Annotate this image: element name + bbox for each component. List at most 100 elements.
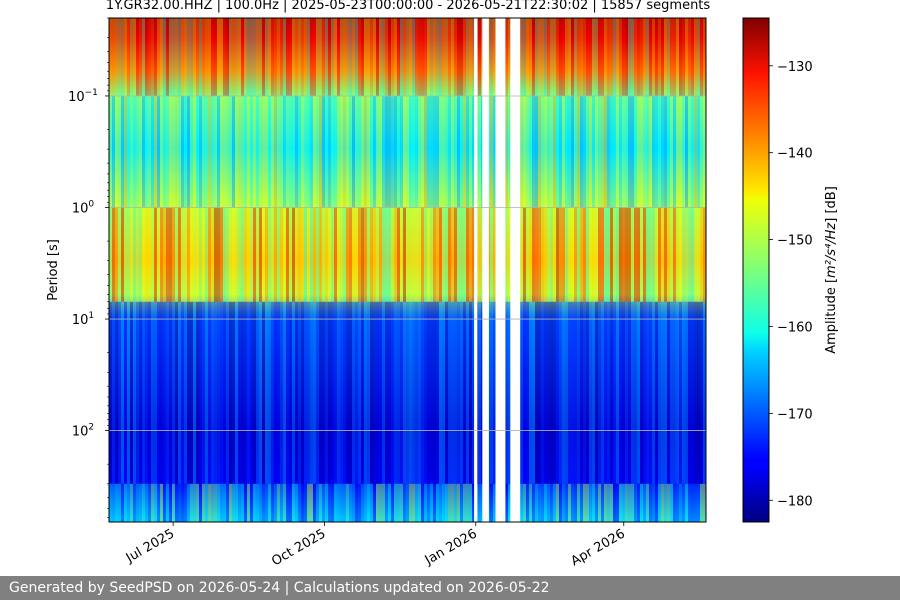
heat-stripe: [220, 483, 223, 522]
heat-stripe: [298, 483, 301, 522]
heat-stripe: [601, 207, 604, 302]
heat-stripe: [571, 18, 574, 96]
heat-stripe: [145, 207, 148, 302]
heat-stripe: [325, 483, 328, 522]
heat-stripe: [226, 207, 229, 302]
heat-stripe: [478, 18, 481, 96]
heat-stripe: [403, 207, 406, 302]
heat-stripe: [448, 301, 451, 484]
heat-stripe: [601, 301, 604, 484]
heat-stripe: [415, 96, 418, 208]
heat-stripe: [607, 18, 610, 96]
heat-stripe: [223, 207, 226, 302]
heat-stripe: [400, 18, 403, 96]
heat-stripe: [298, 207, 301, 302]
heat-stripe: [490, 483, 493, 522]
heat-stripe: [262, 207, 265, 302]
heat-stripe: [379, 18, 382, 96]
heat-stripe: [229, 301, 232, 484]
heat-stripe: [622, 483, 625, 522]
heat-stripe: [118, 301, 121, 484]
heat-stripe: [205, 301, 208, 484]
heat-stripe: [610, 301, 613, 484]
heat-stripe: [520, 96, 523, 208]
heat-stripe: [241, 207, 244, 302]
heat-stripe: [544, 96, 547, 208]
heat-stripe: [640, 207, 643, 302]
heatmap-field: [109, 18, 706, 522]
heat-stripe: [112, 18, 115, 96]
heat-stripe: [448, 483, 451, 522]
heat-stripe: [187, 483, 190, 522]
heat-stripe: [313, 301, 316, 484]
heat-stripe: [589, 18, 592, 96]
heat-stripe: [211, 301, 214, 484]
heat-stripe: [616, 18, 619, 96]
heat-stripe: [412, 96, 415, 208]
heat-stripe: [250, 301, 253, 484]
heat-stripe: [127, 301, 130, 484]
heat-stripe: [202, 207, 205, 302]
heat-stripe: [160, 483, 163, 522]
heat-stripe: [583, 96, 586, 208]
heat-stripe: [607, 207, 610, 302]
heat-stripe: [469, 18, 472, 96]
heat-stripe: [373, 18, 376, 96]
heat-stripe: [187, 207, 190, 302]
heat-stripe: [688, 18, 691, 96]
heat-stripe: [295, 301, 298, 484]
heat-stripe: [616, 207, 619, 302]
heat-stripe: [433, 207, 436, 302]
heat-stripe: [316, 96, 319, 208]
heat-stripe: [337, 96, 340, 208]
heat-stripe: [568, 18, 571, 96]
heat-stripe: [172, 483, 175, 522]
heat-stripe: [166, 483, 169, 522]
heat-stripe: [178, 483, 181, 522]
heat-stripe: [562, 96, 565, 208]
heat-stripe: [460, 96, 463, 208]
heat-stripe: [685, 207, 688, 302]
colorbar-ticks: −130 −140 −150 −160 −170 −180: [769, 60, 813, 509]
heat-stripe: [415, 207, 418, 302]
heat-stripe: [598, 483, 601, 522]
heat-stripe: [649, 96, 652, 208]
heat-stripe: [304, 483, 307, 522]
heat-stripe: [403, 483, 406, 522]
heat-stripe: [151, 483, 154, 522]
heat-stripe: [241, 18, 244, 96]
heat-stripe: [172, 96, 175, 208]
heat-stripe: [469, 96, 472, 208]
heat-stripe: [535, 96, 538, 208]
heat-stripe: [700, 96, 703, 208]
heat-stripe: [124, 301, 127, 484]
heat-stripe: [277, 483, 280, 522]
heat-stripe: [283, 483, 286, 522]
heat-stripe: [301, 207, 304, 302]
heat-stripe: [421, 96, 424, 208]
heat-stripe: [235, 18, 238, 96]
heat-stripe: [586, 18, 589, 96]
heat-stripe: [148, 301, 151, 484]
heat-stripe: [352, 483, 355, 522]
heat-stripe: [394, 18, 397, 96]
heat-stripe: [454, 18, 457, 96]
heat-stripe: [349, 96, 352, 208]
heat-stripe: [253, 301, 256, 484]
heat-stripe: [130, 301, 133, 484]
heat-stripe: [442, 96, 445, 208]
heat-stripe: [631, 301, 634, 484]
heat-stripe: [673, 301, 676, 484]
heat-stripe: [379, 207, 382, 302]
heat-stripe: [217, 483, 220, 522]
heat-stripe: [157, 207, 160, 302]
heat-stripe: [310, 207, 313, 302]
heat-stripe: [418, 483, 421, 522]
heat-stripe: [238, 301, 241, 484]
heat-stripe: [679, 207, 682, 302]
heat-stripe: [424, 96, 427, 208]
heat-stripe: [703, 18, 706, 96]
heat-stripe: [667, 18, 670, 96]
heat-stripe: [199, 18, 202, 96]
heat-stripe: [310, 483, 313, 522]
